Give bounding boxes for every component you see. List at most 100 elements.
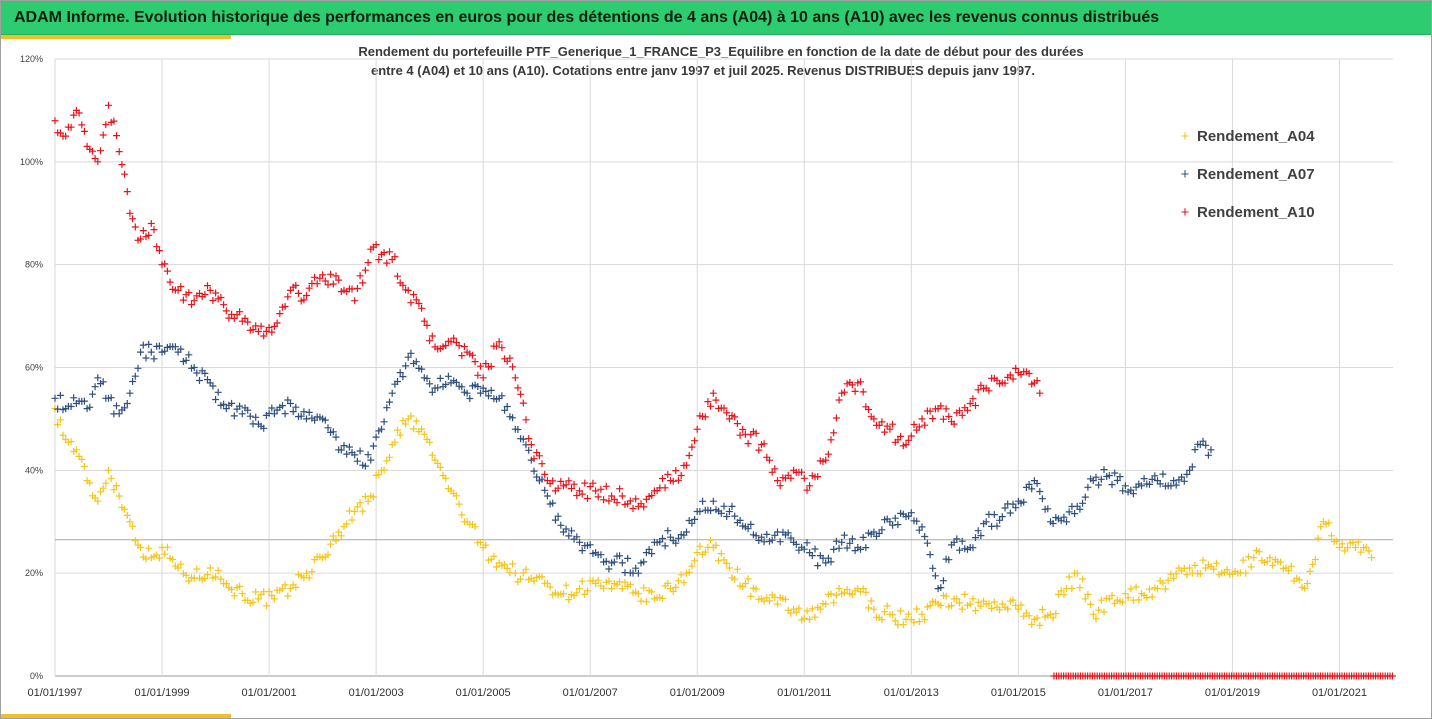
data-point-fill xyxy=(1333,537,1341,545)
data-point-fill xyxy=(402,362,410,370)
data-point-fill xyxy=(474,371,482,379)
data-point-fill xyxy=(471,358,479,366)
data-point xyxy=(838,538,846,546)
data-point-fill xyxy=(696,508,704,515)
data-point-fill xyxy=(926,407,934,415)
data-point-fill xyxy=(720,502,728,510)
data-point-fill xyxy=(669,588,677,595)
data-point xyxy=(420,430,428,438)
data-point-fill xyxy=(969,595,977,603)
x-tick-label: 01/01/2011 xyxy=(777,687,831,699)
data-point-fill xyxy=(744,575,752,583)
data-point-fill xyxy=(889,420,897,428)
data-point-fill xyxy=(784,529,792,537)
data-point-fill xyxy=(974,527,982,535)
data-point-fill xyxy=(458,383,466,391)
data-point-fill xyxy=(846,539,854,547)
data-point-fill xyxy=(412,296,420,304)
data-point-fill xyxy=(436,463,444,471)
data-point xyxy=(822,456,830,464)
x-tick-label: 01/01/2007 xyxy=(563,687,618,699)
legend-item-a07: + Rendement_A07 xyxy=(1181,166,1315,183)
data-point-fill xyxy=(956,407,963,415)
data-point-fill xyxy=(1084,483,1092,491)
data-point-fill xyxy=(487,386,495,394)
data-point-fill xyxy=(875,530,883,537)
data-point-fill xyxy=(313,280,321,288)
data-point xyxy=(190,364,198,371)
x-tick-label: 01/01/2019 xyxy=(1205,687,1260,699)
legend-label-a10: Rendement_A10 xyxy=(1197,204,1315,221)
data-point xyxy=(1170,574,1178,582)
data-point-fill xyxy=(324,424,332,432)
data-point-fill xyxy=(487,363,495,370)
data-point-fill xyxy=(546,583,554,591)
data-point-fill xyxy=(212,396,220,403)
data-point-fill xyxy=(321,416,329,424)
data-point-fill xyxy=(359,507,367,515)
data-point-fill xyxy=(827,436,835,444)
data-point-fill xyxy=(394,378,401,385)
data-point-fill xyxy=(391,438,399,446)
data-point xyxy=(303,292,310,299)
data-point-fill xyxy=(699,497,707,505)
data-point xyxy=(479,374,487,382)
data-point-fill xyxy=(292,403,300,411)
data-point-fill xyxy=(163,267,171,275)
data-point xyxy=(618,585,626,593)
data-point-fill xyxy=(67,403,75,410)
data-point-fill xyxy=(300,296,308,304)
data-point-fill xyxy=(688,562,696,570)
data-point-fill xyxy=(1009,596,1017,604)
data-point-fill xyxy=(848,591,856,598)
series-rendement-a10 xyxy=(51,101,1044,512)
data-point xyxy=(693,425,701,433)
data-point-fill xyxy=(830,545,838,553)
data-point-fill xyxy=(956,599,963,607)
data-point-fill xyxy=(921,616,929,624)
legend-label-a04: Rendement_A04 xyxy=(1197,128,1315,145)
data-point-fill xyxy=(260,332,268,340)
data-point-fill xyxy=(97,147,104,155)
data-point-fill xyxy=(848,535,856,543)
data-point-fill xyxy=(766,456,773,464)
data-point-fill xyxy=(723,409,731,417)
data-point-fill xyxy=(894,521,902,529)
data-point xyxy=(998,513,1006,521)
data-point-fill xyxy=(281,581,289,589)
data-point-fill xyxy=(145,544,153,552)
data-point-fill xyxy=(324,551,332,559)
data-point xyxy=(683,461,690,469)
data-point xyxy=(822,600,830,608)
data-point-fill xyxy=(913,605,921,613)
data-point-fill xyxy=(707,507,715,515)
data-point-fill xyxy=(1004,605,1012,613)
data-point-fill xyxy=(814,562,822,570)
data-point-fill xyxy=(565,477,573,485)
data-point-fill xyxy=(1178,473,1186,481)
data-point xyxy=(1303,580,1311,587)
data-point xyxy=(774,600,781,608)
data-point-fill xyxy=(581,479,589,487)
data-point-fill xyxy=(1028,620,1036,628)
data-point xyxy=(319,271,327,279)
data-point-fill xyxy=(538,460,546,468)
data-point-fill xyxy=(196,377,203,384)
data-point-fill xyxy=(364,259,372,267)
data-point-fill xyxy=(1199,556,1207,564)
data-point-fill xyxy=(578,577,586,585)
data-point-fill xyxy=(755,446,763,454)
data-point-fill xyxy=(675,534,682,542)
data-point-fill xyxy=(538,573,546,581)
data-point-fill xyxy=(881,608,889,616)
data-point-fill xyxy=(501,406,509,414)
data-point-fill xyxy=(1001,379,1009,387)
data-point-fill xyxy=(380,466,388,474)
data-point-fill xyxy=(827,590,835,598)
data-point-fill xyxy=(798,468,806,476)
data-point-fill xyxy=(848,381,856,389)
data-point-fill xyxy=(824,554,832,562)
data-point-fill xyxy=(482,541,490,549)
data-point-fill xyxy=(364,451,372,459)
data-point xyxy=(351,297,359,305)
